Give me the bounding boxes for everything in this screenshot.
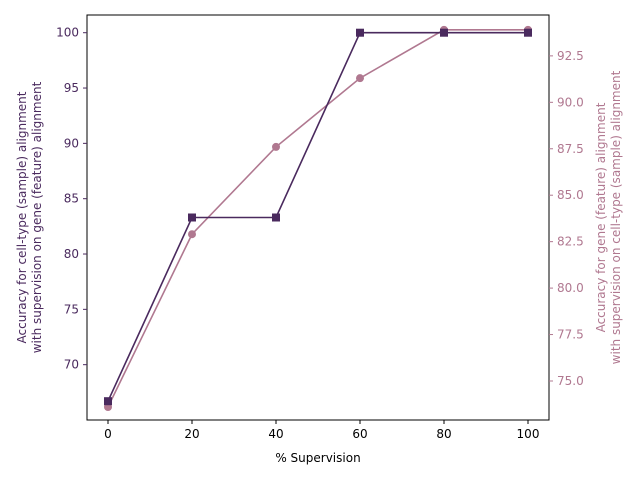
- x-tick-label: 100: [517, 427, 540, 441]
- plot-frame: [86, 14, 550, 421]
- left-series-point: [272, 213, 280, 222]
- right-series-point: [272, 142, 280, 151]
- left-y-tick-label: 90: [64, 136, 79, 150]
- left-series-point: [104, 397, 112, 406]
- x-axis-label: % Supervision: [275, 451, 360, 465]
- left-series-point: [188, 213, 196, 222]
- x-axis: 0 20 40 60 80 100: [104, 420, 539, 441]
- right-y-tick-label: 75.0: [557, 374, 584, 388]
- left-series-point: [524, 28, 532, 37]
- left-y-tick-label: 70: [64, 358, 79, 372]
- right-y-tick-label: 85.0: [557, 188, 584, 202]
- left-y-tick-label: 75: [64, 302, 79, 316]
- right-series-point: [188, 230, 196, 239]
- left-y-axis: 70 75 80 85 90 95 100: [56, 26, 87, 372]
- right-y-tick-label: 80.0: [557, 281, 584, 295]
- right-y-axis-label-line: Accuracy for gene (feature) alignment: [594, 102, 608, 332]
- right-y-axis-label-line: with supervision on cell-type (sample) a…: [609, 70, 623, 364]
- left-y-axis-label-line: Accuracy for cell-type (sample) alignmen…: [15, 91, 29, 343]
- left-series-line: [107, 31, 528, 402]
- right-series-point: [356, 74, 364, 83]
- right-y-tick-label: 87.5: [557, 142, 584, 156]
- right-y-axis-label: Accuracy for gene (feature) alignmentwit…: [594, 70, 623, 364]
- x-tick-label: 0: [104, 427, 112, 441]
- x-tick-label: 40: [268, 427, 283, 441]
- x-tick-label: 20: [184, 427, 199, 441]
- left-y-tick-label: 85: [64, 192, 79, 206]
- left-series-point: [440, 28, 448, 37]
- left-y-tick-label: 95: [64, 81, 79, 95]
- right-y-tick-label: 90.0: [557, 95, 584, 109]
- x-tick-label: 80: [436, 427, 451, 441]
- right-y-tick-label: 82.5: [557, 235, 584, 249]
- left-y-tick-label: 100: [56, 26, 79, 40]
- right-series-line: [107, 29, 528, 408]
- left-series-point: [356, 28, 364, 37]
- right-y-axis: 75.0 77.5 80.0 82.5 85.0 87.5 90.0 92.5: [549, 49, 584, 388]
- left-y-axis-label: Accuracy for cell-type (sample) alignmen…: [15, 81, 44, 353]
- right-y-tick-label: 77.5: [557, 328, 584, 342]
- left-y-axis-label-line: with supervision on gene (feature) align…: [30, 81, 44, 353]
- right-y-tick-label: 92.5: [557, 49, 584, 63]
- left-y-tick-label: 80: [64, 247, 79, 261]
- x-tick-label: 60: [352, 427, 367, 441]
